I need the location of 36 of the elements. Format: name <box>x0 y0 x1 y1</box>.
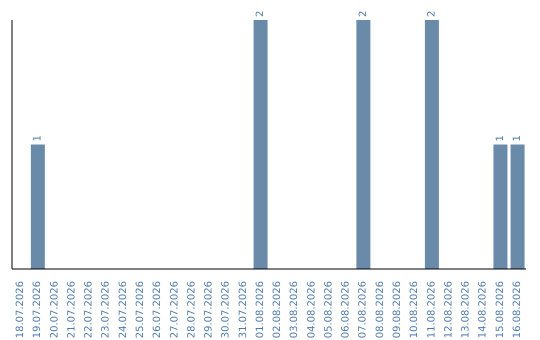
x-tick-label: 25.07.2026 <box>135 281 146 338</box>
data-label: 1 <box>32 135 44 142</box>
data-label: 1 <box>512 135 524 142</box>
x-tick-label: 08.08.2026 <box>374 281 386 338</box>
x-tick-label: 31.07.2026 <box>238 281 249 338</box>
x-tick-label: 07.08.2026 <box>358 281 369 338</box>
x-tick-label: 20.07.2026 <box>49 281 60 338</box>
x-tick-label: 06.08.2026 <box>340 281 352 338</box>
x-tick-label: 26.07.2026 <box>152 281 164 338</box>
x-tick-label: 18.07.2026 <box>15 281 26 338</box>
x-tick-label: 11.08.2026 <box>426 281 438 338</box>
x-tick-label: 13.08.2026 <box>460 281 472 338</box>
x-tick-label: 24.07.2026 <box>118 281 129 338</box>
x-tick-label: 03.08.2026 <box>289 281 300 338</box>
x-tick-label: 19.07.2026 <box>32 281 44 338</box>
x-tick-label: 02.08.2026 <box>272 281 284 338</box>
x-tick-label: 21.07.2026 <box>66 281 78 338</box>
x-tick-label: 22.07.2026 <box>84 281 95 338</box>
x-tick-label: 01.08.2026 <box>254 281 266 338</box>
data-label: 2 <box>255 10 266 17</box>
x-tick-label: 12.08.2026 <box>443 281 454 338</box>
x-tick-label: 04.08.2026 <box>306 281 318 338</box>
x-tick-label: 15.08.2026 <box>494 281 506 338</box>
x-tick-label: 09.08.2026 <box>392 281 403 338</box>
x-tick-label: 14.08.2026 <box>478 281 489 338</box>
data-label: 1 <box>494 135 506 142</box>
x-tick-label: 29.07.2026 <box>204 281 215 338</box>
x-tick-label: 05.08.2026 <box>323 281 334 338</box>
x-tick-label: 23.07.2026 <box>100 281 112 338</box>
x-tick-label: 28.07.2026 <box>186 281 198 338</box>
data-label: 2 <box>358 10 369 17</box>
x-tick-label: 30.07.2026 <box>220 281 232 338</box>
x-tick-label: 16.08.2026 <box>512 281 523 338</box>
x-tick-label: 27.07.2026 <box>169 281 180 338</box>
x-tick-label: 10.08.2026 <box>409 281 420 338</box>
data-label: 2 <box>426 10 438 17</box>
